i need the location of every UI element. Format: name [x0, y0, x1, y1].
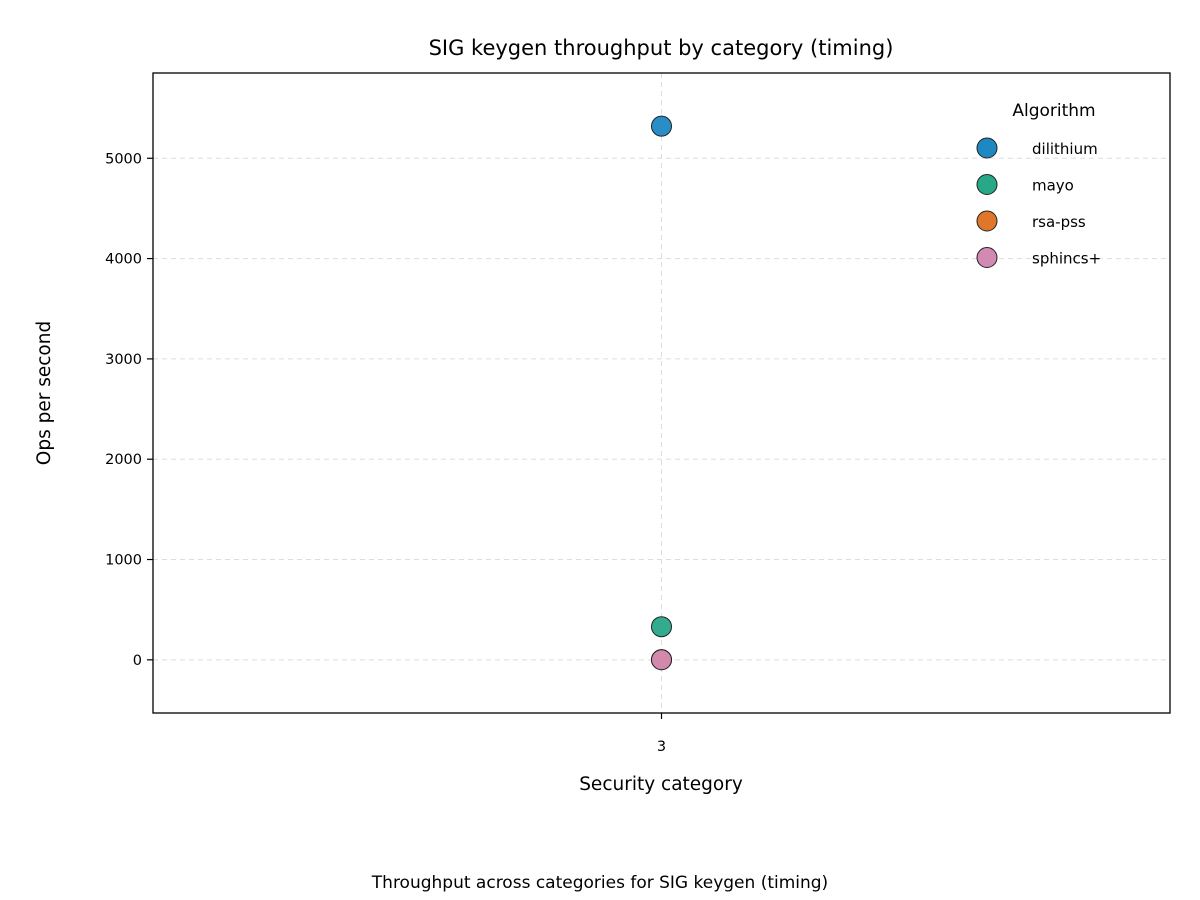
chart-caption: Throughput across categories for SIG key…	[371, 873, 828, 893]
y-tick-label: 3000	[105, 352, 142, 368]
y-tick-label: 2000	[105, 452, 142, 468]
legend-label-mayo: mayo	[1032, 177, 1074, 195]
legend-title: Algorithm	[1012, 101, 1095, 121]
legend-marker-mayo	[976, 174, 998, 195]
y-tick-label: 4000	[105, 252, 142, 268]
legend-label-dilithium: dilithium	[1032, 140, 1098, 158]
y-tick-label: 0	[133, 653, 142, 669]
y-tick-label: 1000	[105, 553, 142, 569]
legend-label-sphincs: sphincs+	[1032, 250, 1101, 268]
legend-items: dilithium mayo rsa-pss sphincs+	[976, 137, 1101, 268]
legend-label-rsa-pss: rsa-pss	[1032, 213, 1086, 231]
chart-title: SIG keygen throughput by category (timin…	[429, 36, 894, 60]
grid-lines	[153, 73, 1170, 713]
point-mayo	[651, 616, 672, 638]
y-axis-label: Ops per second	[34, 321, 55, 465]
point-sphincs	[651, 649, 672, 671]
legend: Algorithm dilithium mayo rsa-pss sphincs+	[976, 101, 1101, 268]
legend-marker-sphincs	[976, 247, 998, 268]
data-points	[651, 115, 672, 671]
legend-marker-dilithium	[976, 137, 998, 159]
legend-marker-rsa-pss	[976, 210, 998, 232]
x-tick-label: 3	[657, 739, 666, 755]
y-axis-ticks: 0 1000 2000 3000 4000 5000	[105, 151, 153, 669]
y-tick-label: 5000	[105, 151, 142, 167]
x-axis-label: Security category	[579, 774, 743, 795]
point-dilithium	[651, 115, 672, 137]
x-axis-ticks: 3	[657, 713, 666, 755]
